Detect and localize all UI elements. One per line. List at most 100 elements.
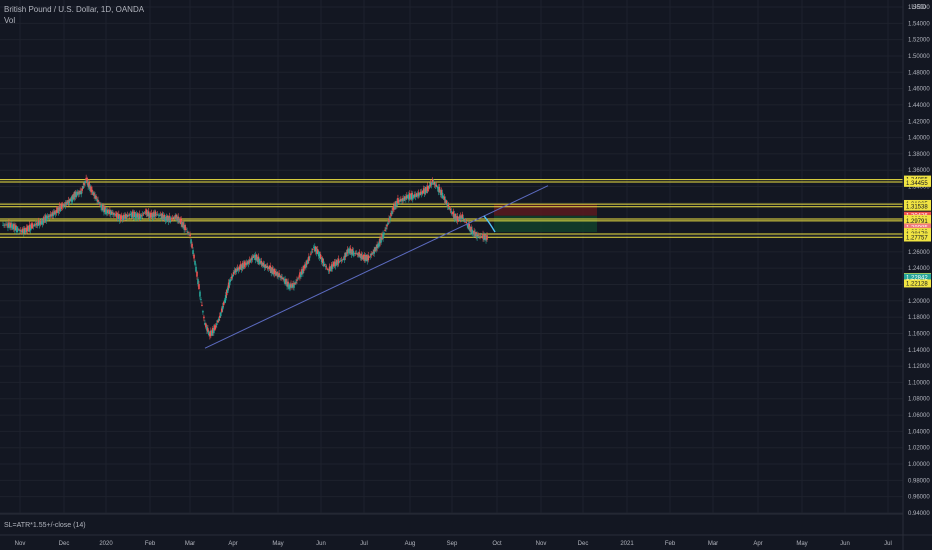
- candle-body: [33, 224, 36, 226]
- candle-body: [61, 205, 64, 207]
- candle-body: [307, 259, 309, 264]
- time-tick-label: Jun: [316, 541, 326, 547]
- candle-body: [237, 267, 240, 271]
- candle-body: [282, 277, 284, 280]
- time-tick-label: May: [272, 541, 283, 547]
- candle-body: [245, 262, 248, 266]
- candle-body: [347, 248, 350, 253]
- candle-body: [461, 214, 464, 219]
- candle-body: [467, 223, 470, 229]
- candle-body: [323, 264, 326, 266]
- candle-body: [399, 199, 401, 202]
- candle-body: [149, 213, 152, 218]
- candle-body: [382, 233, 384, 239]
- candle-body: [452, 211, 455, 217]
- candle-body: [378, 241, 380, 247]
- candle-body: [421, 190, 424, 194]
- candle-body: [89, 185, 91, 191]
- candle-body: [481, 236, 483, 237]
- candle-body: [411, 194, 414, 200]
- candle-body: [36, 222, 39, 227]
- price-tag-label: 1.31538: [906, 205, 928, 211]
- candle-body: [267, 266, 270, 269]
- time-tick-label: Sep: [447, 541, 458, 547]
- candle-body: [24, 228, 27, 233]
- candle-body: [476, 233, 478, 239]
- candle-body: [477, 234, 479, 237]
- candle-body: [190, 239, 192, 244]
- price-tick-label: 1.12000: [908, 364, 930, 370]
- candle-body: [449, 208, 452, 211]
- price-tick-label: 1.44000: [908, 103, 930, 109]
- candle-body: [125, 215, 128, 218]
- currency-label[interactable]: USD: [911, 4, 926, 11]
- candle-body: [115, 214, 117, 216]
- candle-body: [401, 199, 403, 202]
- candle-body: [91, 189, 93, 193]
- candle-body: [430, 181, 433, 186]
- candle-body: [361, 255, 364, 260]
- price-tick-label: 1.10000: [908, 380, 930, 386]
- candle-body: [432, 181, 435, 185]
- candle-body: [83, 182, 85, 186]
- candle-body: [396, 200, 398, 207]
- candle-body: [367, 255, 370, 261]
- candle-body: [80, 191, 82, 195]
- candle-body: [204, 323, 206, 325]
- price-tag-bg: [904, 178, 931, 187]
- candle-body: [243, 261, 246, 267]
- support-resistance-levels[interactable]: [0, 179, 903, 238]
- price-axis[interactable]: 1.56000 1.54000 1.52000 1.50000 1.48000 1.460…: [908, 5, 930, 517]
- candle-body: [18, 229, 20, 231]
- candle-body: [23, 228, 26, 232]
- candle-body: [57, 207, 60, 214]
- candle-body: [252, 255, 255, 258]
- time-tick-label: Aug: [405, 541, 416, 547]
- candle-body: [339, 260, 342, 262]
- candle-body: [330, 264, 333, 269]
- time-tick-label: 2021: [620, 541, 634, 547]
- candle-body: [106, 210, 108, 214]
- candle-body: [425, 187, 428, 193]
- candle-body: [95, 195, 97, 200]
- trendline-drawing[interactable]: [204, 185, 549, 349]
- candle-body: [480, 235, 482, 237]
- candle-body: [463, 218, 466, 221]
- chart-legend[interactable]: British Pound / U.S. Dollar, 1D, OANDA V…: [4, 4, 144, 26]
- candle-body: [62, 204, 65, 207]
- candle-body: [20, 230, 22, 232]
- candle-body: [211, 330, 213, 336]
- candle-body: [445, 200, 448, 204]
- candle-body: [373, 249, 375, 254]
- candle-body: [38, 221, 41, 226]
- candle-body: [255, 254, 258, 260]
- candle-body: [335, 260, 338, 265]
- candle-body: [208, 331, 210, 335]
- candle-body: [41, 219, 44, 225]
- candle-body: [313, 246, 316, 252]
- candle-body: [229, 279, 232, 282]
- time-axis[interactable]: Nov Dec 2020 Feb Mar Apr May Jun Jul Aug Sep Oct Nov…: [15, 541, 892, 547]
- candle-body: [304, 264, 306, 269]
- candle-body: [435, 185, 438, 187]
- candle-body: [248, 259, 251, 263]
- price-tick-label: 1.00000: [908, 462, 930, 468]
- symbol-title[interactable]: British Pound / U.S. Dollar, 1D, OANDA: [4, 5, 145, 14]
- candle-body: [423, 188, 426, 195]
- candle-body: [22, 229, 25, 234]
- candle-body: [44, 215, 47, 221]
- volume-indicator-label[interactable]: Vol: [4, 16, 16, 25]
- candle-body: [218, 315, 221, 318]
- candle-body: [279, 275, 281, 278]
- price-tick-label: 1.04000: [908, 429, 930, 435]
- candle-body: [25, 227, 28, 232]
- candle-body: [223, 299, 226, 303]
- candle-body: [181, 221, 183, 227]
- candle-body: [322, 261, 325, 267]
- indicator-pane-label[interactable]: SL=ATR*1.55+/-close (14): [4, 522, 86, 529]
- candle-body: [264, 264, 267, 268]
- price-tick-label: 1.38000: [908, 152, 930, 158]
- candle-body: [247, 261, 250, 265]
- position-zones[interactable]: [494, 204, 597, 233]
